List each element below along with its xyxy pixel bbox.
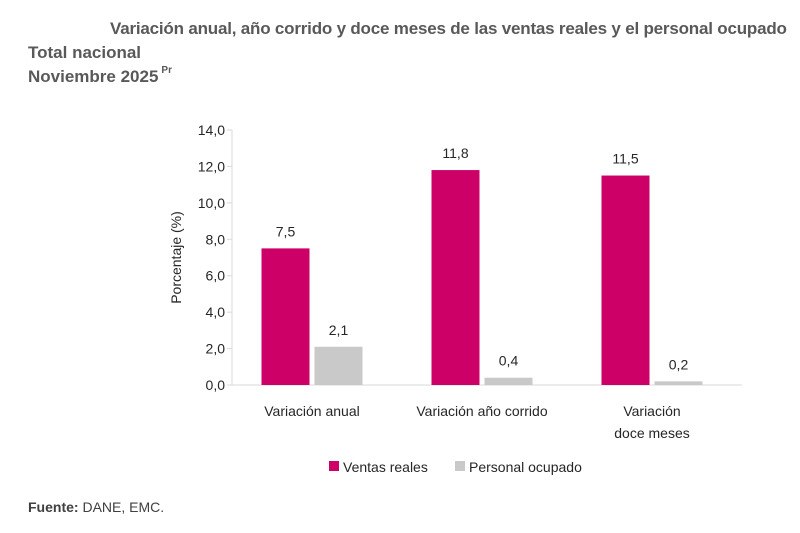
data-label: 11,8 — [442, 145, 468, 161]
data-label: 11,5 — [612, 151, 638, 167]
y-tick-label: 10,0 — [198, 195, 225, 211]
y-tick-label: 0,0 — [206, 377, 226, 393]
data-label: 7,5 — [276, 223, 296, 239]
x-category-label: Variación — [623, 403, 680, 419]
y-tick-label: 4,0 — [206, 304, 226, 320]
legend-swatch — [329, 461, 339, 471]
y-tick-label: 8,0 — [206, 231, 226, 247]
chart-subtitle-region: Total nacional — [28, 43, 142, 62]
bar-personal-ocupado — [654, 381, 703, 385]
y-tick-label: 2,0 — [206, 341, 226, 357]
y-tick-label: 12,0 — [198, 158, 225, 174]
bar-personal-ocupado — [314, 346, 363, 385]
bar-ventas-reales — [261, 248, 310, 385]
x-category-label: doce meses — [614, 425, 689, 441]
data-label: 2,1 — [329, 322, 349, 338]
y-axis-label: Porcentaje (%) — [168, 211, 184, 304]
bar-ventas-reales — [431, 170, 480, 385]
legend-label: Ventas reales — [343, 459, 428, 475]
y-tick-label: 6,0 — [206, 268, 226, 284]
provisional-marker: Pr — [161, 65, 172, 76]
source-text: DANE, EMC. — [82, 499, 165, 515]
legend-swatch — [455, 461, 465, 471]
data-label: 0,2 — [669, 356, 689, 372]
source-note: Fuente: DANE, EMC. — [28, 499, 164, 515]
x-category-label: Variación año corrido — [416, 403, 547, 419]
bar-ventas-reales — [601, 175, 650, 385]
chart-subtitle-period: Noviembre 2025 Pr — [28, 65, 172, 87]
x-category-label: Variación anual — [264, 403, 359, 419]
bar-personal-ocupado — [484, 377, 533, 385]
period-text: Noviembre 2025 — [28, 67, 159, 86]
chart-title: Variación anual, año corrido y doce mese… — [110, 19, 787, 38]
y-tick-label: 14,0 — [198, 122, 225, 138]
source-label: Fuente: — [28, 499, 79, 515]
legend-label: Personal ocupado — [469, 459, 582, 475]
data-label: 0,4 — [499, 353, 519, 369]
